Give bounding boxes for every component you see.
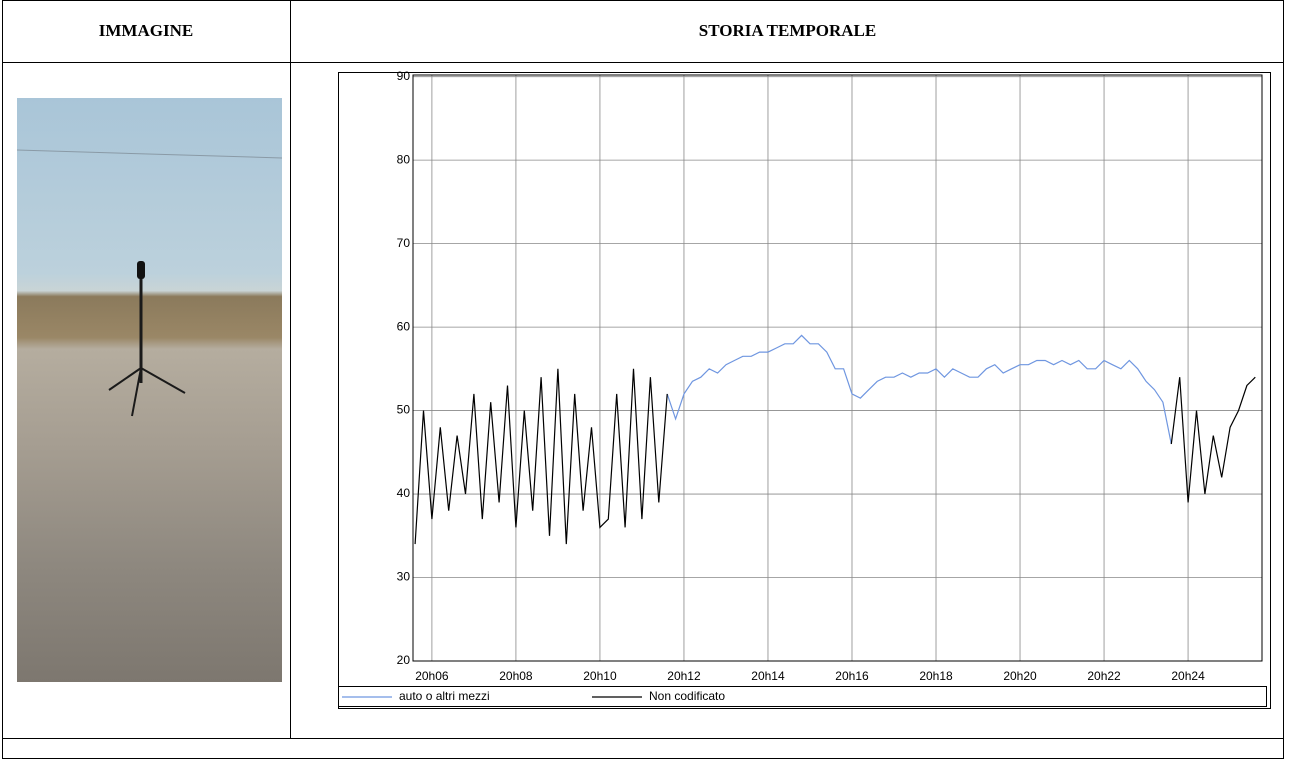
x-tick-label: 20h18 [919, 669, 953, 683]
legend-label: Non codificato [649, 689, 725, 703]
page: IMMAGINE STORIA TEMPORALE 20304050607080… [0, 0, 1294, 760]
x-tick-label: 20h12 [667, 669, 701, 683]
y-tick-label: 70 [397, 236, 411, 250]
chart-frame [339, 73, 1271, 709]
y-tick-label: 90 [397, 69, 411, 83]
x-tick-label: 20h14 [751, 669, 785, 683]
y-tick-label: 30 [397, 570, 411, 584]
chart: 20 30 40 50 60 70 80 90 20h06 20h08 20h10 20h12 20h1… [0, 0, 1294, 760]
legend-label: auto o altri mezzi [399, 689, 490, 703]
x-tick-label: 20h10 [583, 669, 617, 683]
x-tick-label: 20h24 [1171, 669, 1205, 683]
x-tick-label: 20h08 [499, 669, 533, 683]
x-tick-label: 20h16 [835, 669, 869, 683]
x-tick-label: 20h06 [415, 669, 449, 683]
x-tick-label: 20h22 [1087, 669, 1121, 683]
y-tick-label: 60 [397, 319, 411, 333]
y-tick-label: 40 [397, 486, 411, 500]
y-tick-label: 20 [397, 653, 411, 667]
x-tick-label: 20h20 [1003, 669, 1037, 683]
y-tick-label: 50 [397, 403, 411, 417]
y-tick-label: 80 [397, 152, 411, 166]
